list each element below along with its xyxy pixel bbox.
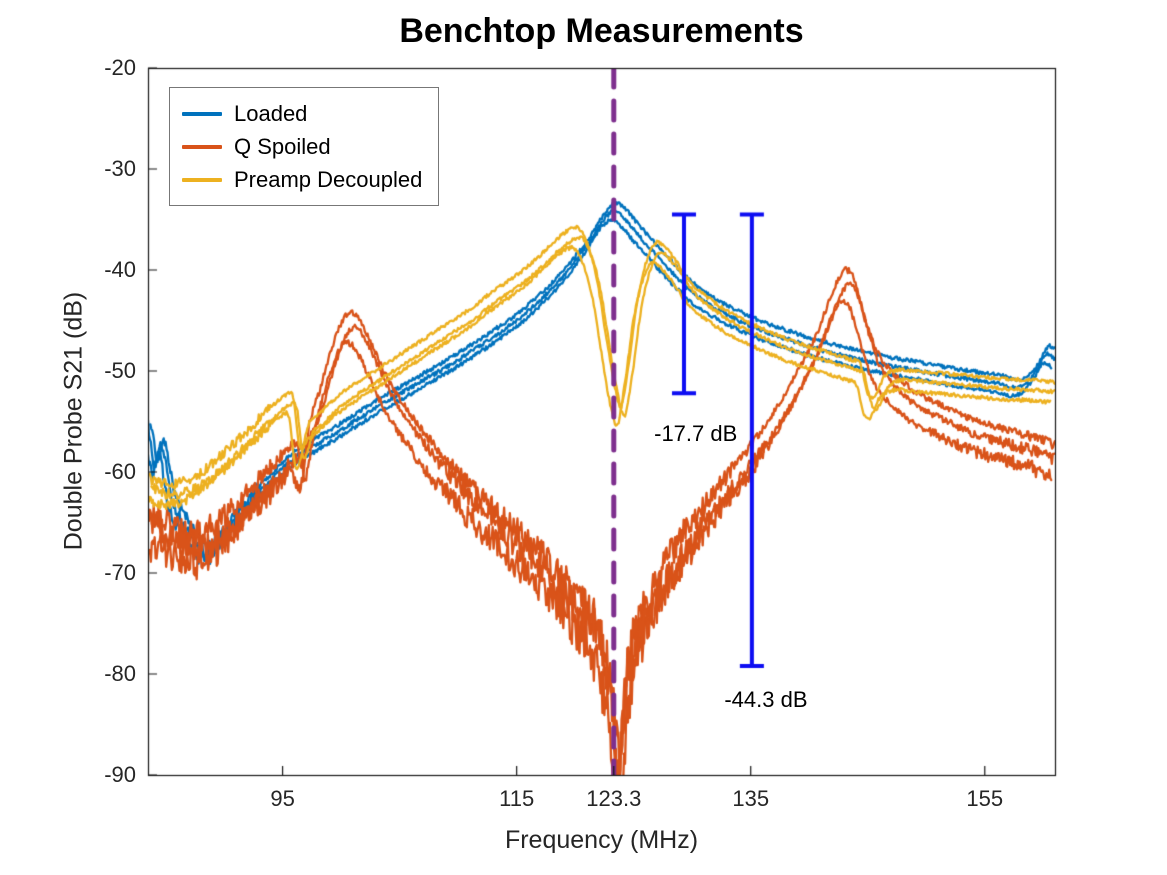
y-tick-label: -80 bbox=[104, 661, 136, 686]
legend-label-loaded: Loaded bbox=[234, 100, 308, 126]
y-tick-label: -20 bbox=[104, 55, 136, 80]
y-tick-label: -30 bbox=[104, 156, 136, 181]
x-tick-label: 123.3 bbox=[586, 786, 642, 811]
legend-swatch-q-spoiled bbox=[182, 144, 222, 149]
y-tick-label: -50 bbox=[104, 358, 136, 383]
y-tick-label: -90 bbox=[104, 762, 136, 787]
y-axis-label: Double Probe S21 (dB) bbox=[59, 291, 88, 551]
y-tick-label: -60 bbox=[104, 459, 136, 484]
legend-swatch-preamp-decoupled bbox=[182, 177, 222, 182]
legend-item-preamp-decoupled: Preamp Decoupled bbox=[182, 163, 422, 196]
legend-label-q-spoiled: Q Spoiled bbox=[234, 133, 331, 159]
x-axis-label: Frequency (MHz) bbox=[504, 826, 699, 854]
annotation-label-17-7db: -17.7 dB bbox=[654, 420, 738, 446]
y-tick-label: -40 bbox=[104, 257, 136, 282]
x-tick-label: 115 bbox=[499, 786, 535, 811]
y-tick-label: -70 bbox=[104, 560, 136, 585]
legend-item-q-spoiled: Q Spoiled bbox=[182, 130, 422, 163]
x-tick-label: 95 bbox=[270, 786, 295, 811]
x-tick-label: 135 bbox=[732, 786, 770, 811]
x-tick-label: 155 bbox=[966, 786, 1004, 811]
annotation-label-44-3db: -44.3 dB bbox=[724, 687, 808, 713]
chart-title: Benchtop Measurements bbox=[399, 12, 804, 50]
legend-swatch-loaded bbox=[182, 111, 222, 116]
legend-label-preamp-decoupled: Preamp Decoupled bbox=[234, 166, 423, 192]
legend: Loaded Q Spoiled Preamp Decoupled bbox=[169, 87, 440, 206]
legend-item-loaded: Loaded bbox=[182, 97, 422, 130]
